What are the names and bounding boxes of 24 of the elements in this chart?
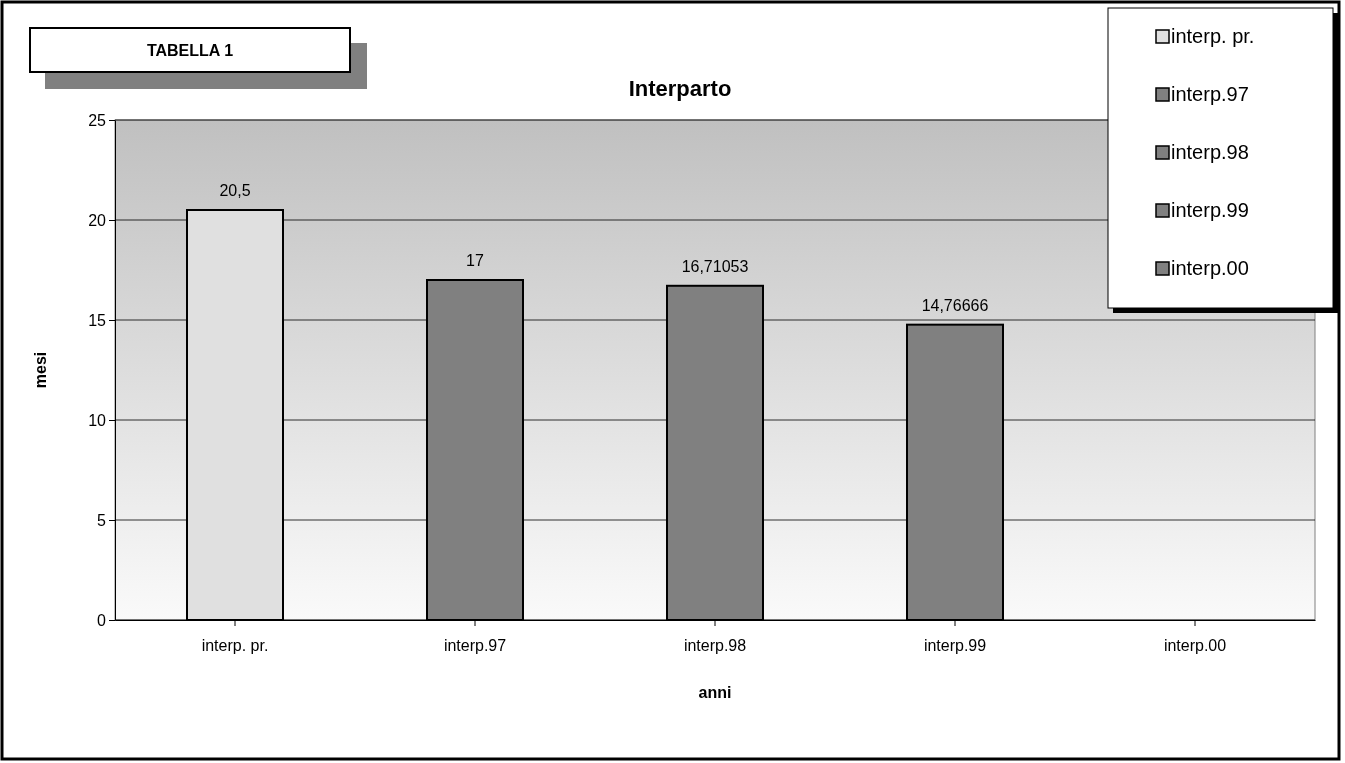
data-label: 17	[466, 252, 484, 269]
data-label: 14,76666	[921, 296, 989, 314]
y-tick-label: 25	[88, 111, 107, 129]
x-tick-label: interp.00	[1163, 637, 1227, 655]
legend-label: interp.97	[1171, 83, 1249, 105]
y-tick-label: 15	[88, 311, 107, 329]
legend-label: interp. pr.	[1171, 25, 1255, 47]
legend-label: interp.98	[1171, 141, 1249, 163]
y-tick-label: 0	[97, 611, 107, 629]
legend-label: interp.00	[1171, 257, 1249, 279]
data-label: 16,71053	[681, 257, 749, 275]
x-tick-label: interp.97	[443, 637, 507, 655]
x-tick-label: interp. pr.	[201, 637, 269, 655]
chart-title: Interparto	[628, 76, 732, 101]
y-tick-label: 10	[88, 411, 107, 429]
y-tick-label: 5	[97, 511, 107, 529]
x-tick-label: interp.99	[923, 637, 987, 655]
data-label: 20,5	[219, 182, 251, 199]
x-tick-label: interp.98	[683, 637, 747, 655]
y-tick-label: 20	[88, 211, 107, 229]
legend-label: interp.99	[1171, 199, 1249, 221]
y-axis-title: mesi	[32, 351, 49, 389]
text: TABELLA 1	[146, 42, 234, 59]
x-axis-title: anni	[698, 684, 732, 701]
